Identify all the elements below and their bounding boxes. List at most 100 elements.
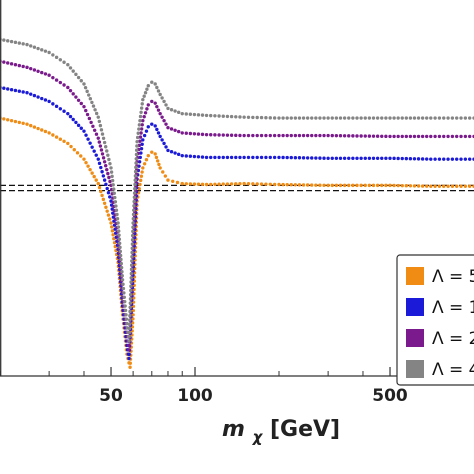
- data-point: [338, 183, 343, 188]
- data-point: [367, 116, 372, 120]
- data-point: [2, 38, 6, 42]
- data-point: [97, 161, 102, 166]
- data-point: [118, 245, 122, 250]
- data-point: [141, 138, 145, 142]
- data-point: [118, 249, 123, 254]
- data-point: [246, 115, 251, 119]
- data-point: [196, 132, 201, 136]
- data-point: [17, 63, 22, 68]
- data-point: [259, 182, 264, 186]
- data-point: [36, 69, 40, 73]
- data-point: [29, 92, 33, 96]
- data-point: [142, 94, 146, 98]
- data-point: [82, 129, 86, 133]
- data-point: [123, 299, 127, 304]
- data-point: [25, 122, 29, 126]
- data-point: [416, 134, 421, 139]
- data-point: [412, 184, 417, 188]
- data-point: [106, 191, 111, 195]
- data-point: [326, 156, 330, 160]
- data-point: [96, 157, 100, 161]
- data-point: [71, 92, 75, 96]
- data-point: [160, 138, 164, 142]
- data-point: [139, 146, 144, 151]
- data-point: [162, 99, 166, 104]
- data-point: [96, 181, 100, 186]
- data-point: [43, 98, 48, 102]
- data-point: [107, 157, 111, 162]
- data-point: [176, 152, 181, 157]
- data-point: [213, 133, 217, 137]
- data-point: [139, 127, 144, 131]
- data-point: [123, 308, 128, 313]
- data-point: [155, 104, 159, 109]
- data-point: [184, 182, 188, 186]
- data-point: [137, 123, 142, 127]
- data-point: [128, 292, 133, 297]
- data-point: [68, 66, 73, 70]
- data-point: [188, 112, 193, 116]
- data-point: [388, 116, 392, 120]
- data-point: [359, 134, 363, 138]
- data-point: [150, 150, 154, 154]
- data-point: [213, 155, 217, 160]
- data-point: [318, 183, 322, 187]
- legend-swatch: [406, 298, 424, 316]
- data-point: [99, 148, 104, 152]
- data-point: [420, 157, 425, 161]
- data-point: [47, 131, 51, 135]
- data-point: [104, 182, 108, 187]
- data-point: [140, 123, 144, 127]
- data-point: [301, 116, 306, 120]
- data-point: [110, 178, 115, 183]
- data-point: [264, 182, 268, 186]
- data-point: [238, 182, 242, 186]
- data-point: [192, 132, 197, 136]
- data-point: [155, 159, 160, 163]
- data-point: [446, 157, 450, 161]
- data-point: [71, 69, 75, 73]
- data-point: [166, 178, 170, 182]
- data-point: [355, 134, 359, 138]
- data-point: [164, 122, 168, 126]
- data-point: [85, 112, 90, 117]
- data-point: [281, 116, 285, 120]
- data-point: [120, 278, 125, 282]
- data-point: [225, 133, 230, 137]
- data-point: [234, 182, 238, 186]
- data-point: [351, 156, 355, 160]
- data-point: [330, 116, 334, 120]
- data-point: [17, 41, 22, 45]
- data-point: [155, 127, 159, 132]
- data-point: [140, 170, 144, 174]
- data-point: [371, 116, 376, 120]
- data-point: [277, 182, 281, 187]
- data-point: [40, 96, 44, 101]
- data-point: [98, 123, 103, 128]
- data-point: [351, 134, 355, 138]
- data-point: [141, 97, 145, 102]
- data-point: [85, 89, 89, 94]
- data-point: [442, 134, 446, 139]
- data-point: [322, 133, 326, 138]
- data-point: [138, 155, 142, 160]
- data-point: [69, 144, 73, 149]
- data-point: [446, 116, 450, 120]
- data-point: [54, 55, 59, 60]
- data-point: [164, 145, 168, 149]
- data-point: [425, 116, 429, 120]
- data-point: [127, 322, 132, 326]
- data-point: [143, 111, 148, 115]
- data-point: [128, 318, 132, 322]
- data-point: [408, 134, 413, 139]
- data-point: [138, 118, 142, 123]
- data-point: [133, 169, 138, 174]
- data-point: [124, 317, 129, 321]
- data-point: [100, 193, 104, 198]
- data-point: [82, 104, 86, 109]
- data-point: [259, 155, 264, 160]
- data-point: [102, 140, 107, 145]
- data-point: [68, 88, 73, 93]
- data-point: [66, 85, 70, 90]
- data-point: [400, 183, 404, 188]
